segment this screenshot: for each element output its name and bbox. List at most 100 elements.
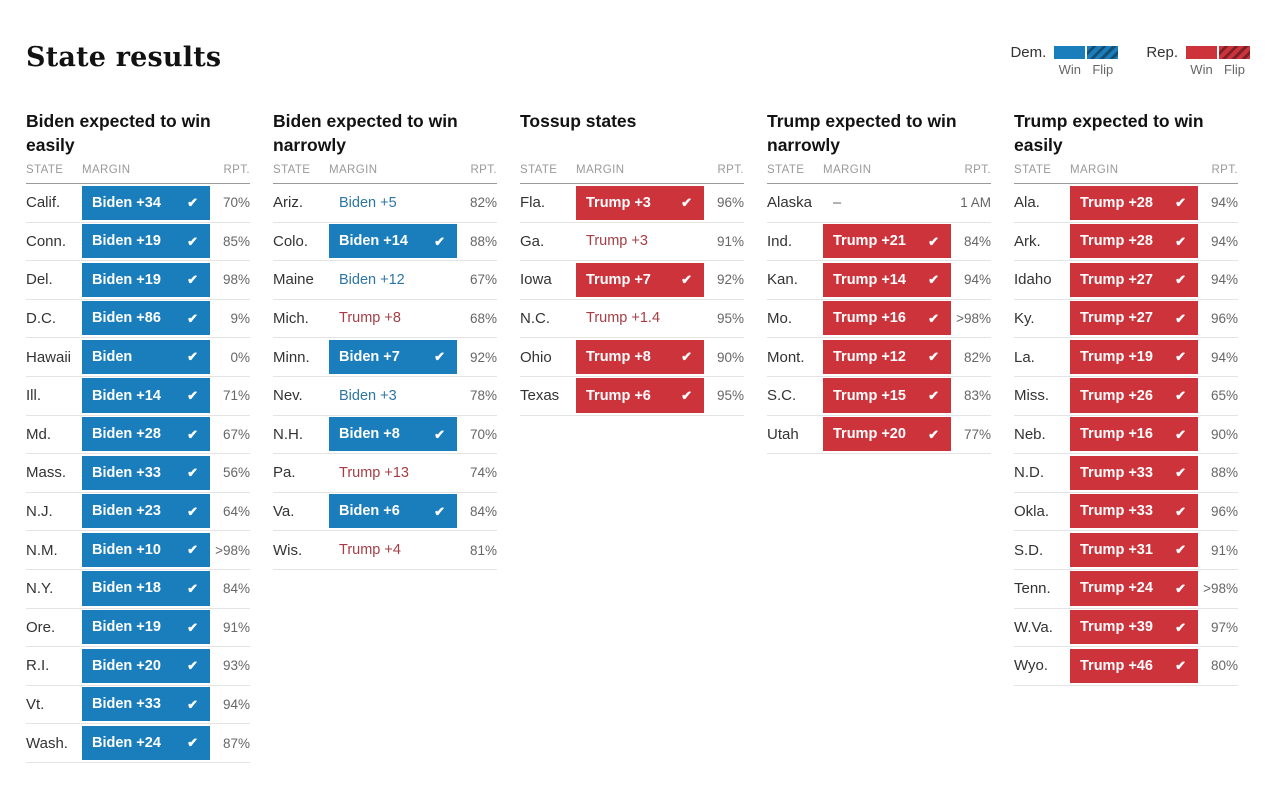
table-row: Va. Biden +6 ✔ 84% xyxy=(273,493,497,532)
check-icon: ✔ xyxy=(681,349,692,365)
group-title: Trump expected to win narrowly xyxy=(767,111,957,155)
col-header-rpt: RPT. xyxy=(1211,164,1238,176)
margin-label: Trump +16 xyxy=(1080,426,1153,443)
margin-cell: Biden +10 ✔ xyxy=(82,532,210,567)
margin-label: Biden +33 xyxy=(92,696,161,713)
check-icon: ✔ xyxy=(434,233,445,249)
state-name: Miss. xyxy=(1014,387,1049,405)
col-header-margin: MARGIN xyxy=(82,164,131,176)
legend-rep-swatches: Win Flip xyxy=(1186,46,1250,77)
margin-cell: Trump +27 ✔ xyxy=(1070,262,1198,297)
table-header: STATE MARGIN RPT. xyxy=(273,164,497,184)
margin-label: Trump +6 xyxy=(586,387,651,404)
margin-cell: Trump +13 xyxy=(329,456,457,490)
margin-cell: Biden +8 ✔ xyxy=(329,417,457,452)
legend-dem-swatches: Win Flip xyxy=(1054,46,1119,77)
margin-cell: Biden ✔ xyxy=(82,339,210,374)
state-name: Ga. xyxy=(520,232,545,250)
reporting-pct: 81% xyxy=(469,542,497,558)
reporting-pct: 94% xyxy=(1210,233,1238,249)
dem-flip-swatch-icon xyxy=(1087,46,1119,59)
check-icon: ✔ xyxy=(187,465,198,481)
margin-cell: Trump +28 ✔ xyxy=(1070,185,1198,220)
reporting-pct: 78% xyxy=(469,388,497,404)
dem-flip-label: Flip xyxy=(1092,62,1114,77)
reporting-pct: >98% xyxy=(1203,581,1238,597)
state-name: N.C. xyxy=(520,310,550,328)
legend-rep-flip: Flip xyxy=(1219,46,1250,77)
margin-label: Trump +26 xyxy=(1080,387,1153,404)
state-name: N.M. xyxy=(26,541,58,559)
legend-dem-flip: Flip xyxy=(1087,46,1119,77)
state-name: Ohio xyxy=(520,348,552,366)
check-icon: ✔ xyxy=(187,349,198,365)
check-icon: ✔ xyxy=(187,696,198,712)
margin-cell: Trump +24 ✔ xyxy=(1070,571,1198,606)
state-name: Colo. xyxy=(273,232,309,250)
margin-label: Trump +46 xyxy=(1080,657,1153,674)
margin-label: Biden +19 xyxy=(92,233,161,250)
table-row: Minn. Biden +7 ✔ 92% xyxy=(273,338,497,377)
check-icon: ✔ xyxy=(928,349,939,365)
margin-label: Biden +28 xyxy=(92,426,161,443)
col-header-rpt: RPT. xyxy=(717,164,744,176)
check-icon: ✔ xyxy=(434,503,445,519)
reporting-pct: 64% xyxy=(222,504,250,520)
margin-label: Trump +27 xyxy=(1080,310,1153,327)
reporting-pct: 70% xyxy=(222,195,250,211)
reporting-pct: 84% xyxy=(222,581,250,597)
margin-label: Trump +8 xyxy=(586,348,651,365)
state-name: Ariz. xyxy=(273,194,303,212)
margin-label: Biden +12 xyxy=(339,271,405,288)
table-row: Mont. Trump +12 ✔ 82% xyxy=(767,338,991,377)
table-row: S.D. Trump +31 ✔ 91% xyxy=(1014,531,1238,570)
state-name: Alaska xyxy=(767,194,813,212)
table-row: Miss. Trump +26 ✔ 65% xyxy=(1014,377,1238,416)
margin-cell: Trump +1.4 xyxy=(576,301,704,335)
reporting-pct: 94% xyxy=(963,272,991,288)
reporting-pct: 80% xyxy=(1210,658,1238,674)
table-row: N.M. Biden +10 ✔ >98% xyxy=(26,531,250,570)
margin-label: Trump +14 xyxy=(833,271,906,288)
table-row: Iowa Trump +7 ✔ 92% xyxy=(520,261,744,300)
margin-label: Biden xyxy=(92,348,133,365)
margin-label: Trump +4 xyxy=(339,541,401,558)
margin-cell: Biden +14 ✔ xyxy=(329,224,457,259)
table-row: Ore. Biden +19 ✔ 91% xyxy=(26,609,250,648)
reporting-pct: 93% xyxy=(222,658,250,674)
check-icon: ✔ xyxy=(187,735,198,751)
margin-cell: Biden +86 ✔ xyxy=(82,301,210,336)
margin-cell: Trump +12 ✔ xyxy=(823,339,951,374)
margin-label: Trump +16 xyxy=(833,310,906,327)
check-icon: ✔ xyxy=(1175,658,1186,674)
check-icon: ✔ xyxy=(1175,580,1186,596)
table-row: N.Y. Biden +18 ✔ 84% xyxy=(26,570,250,609)
margin-cell: Trump +8 ✔ xyxy=(576,339,704,374)
margin-cell: Trump +33 ✔ xyxy=(1070,455,1198,490)
margin-cell: Trump +4 xyxy=(329,533,457,567)
reporting-pct: 1 AM xyxy=(960,195,991,211)
margin-cell: Biden +18 ✔ xyxy=(82,571,210,606)
margin-label: Biden +3 xyxy=(339,387,397,404)
margin-label: Trump +31 xyxy=(1080,541,1153,558)
state-name: Ark. xyxy=(1014,232,1041,250)
reporting-pct: 77% xyxy=(963,426,991,442)
state-name: Fla. xyxy=(520,194,546,212)
table-row: Ky. Trump +27 ✔ 96% xyxy=(1014,300,1238,339)
margin-cell: Biden +20 ✔ xyxy=(82,648,210,683)
margin-cell: Biden +33 ✔ xyxy=(82,455,210,490)
reporting-pct: 95% xyxy=(716,388,744,404)
margin-label: Trump +13 xyxy=(339,464,409,481)
state-name: Va. xyxy=(273,503,295,521)
reporting-pct: 70% xyxy=(469,426,497,442)
margin-cell: Trump +33 ✔ xyxy=(1070,494,1198,529)
table-row: Neb. Trump +16 ✔ 90% xyxy=(1014,416,1238,455)
reporting-pct: 84% xyxy=(963,233,991,249)
col-header-margin: MARGIN xyxy=(1070,164,1119,176)
state-name: Wyo. xyxy=(1014,657,1049,675)
rep-win-label: Win xyxy=(1190,62,1213,77)
state-group: Tossup states STATE MARGIN RPT. Fla. Trump +3… xyxy=(520,109,744,763)
margin-label: Biden +20 xyxy=(92,657,161,674)
state-name: Mo. xyxy=(767,310,793,328)
reporting-pct: 91% xyxy=(222,619,250,635)
